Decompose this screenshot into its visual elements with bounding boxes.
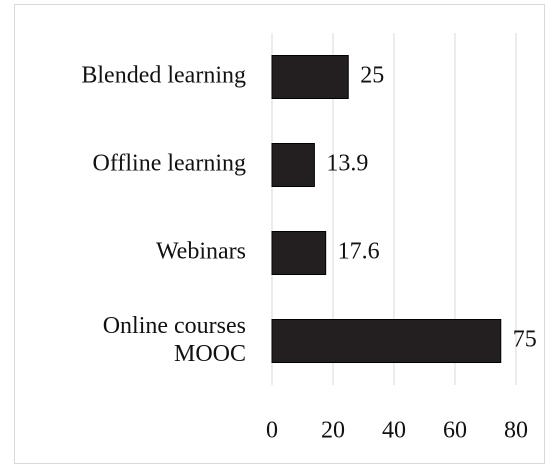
y-tick-label: Webinars — [156, 239, 246, 265]
x-tick-label: 60 — [443, 418, 467, 444]
data-label: 75 — [513, 327, 537, 353]
bar — [271, 231, 327, 275]
x-tick-label: 0 — [266, 418, 278, 444]
data-label: 25 — [360, 63, 384, 89]
bar — [271, 319, 502, 363]
x-tick-label: 80 — [504, 418, 528, 444]
data-label: 13.9 — [326, 151, 368, 177]
y-tick-label: Online courses MOOC — [103, 313, 246, 367]
x-tick-label: 40 — [382, 418, 406, 444]
data-label: 17.6 — [338, 239, 380, 265]
y-tick-label: Offline learning — [92, 151, 246, 177]
bar — [271, 55, 349, 99]
x-tick-label: 20 — [321, 418, 345, 444]
y-tick-label: Blended learning — [81, 63, 246, 89]
bar — [271, 143, 315, 187]
